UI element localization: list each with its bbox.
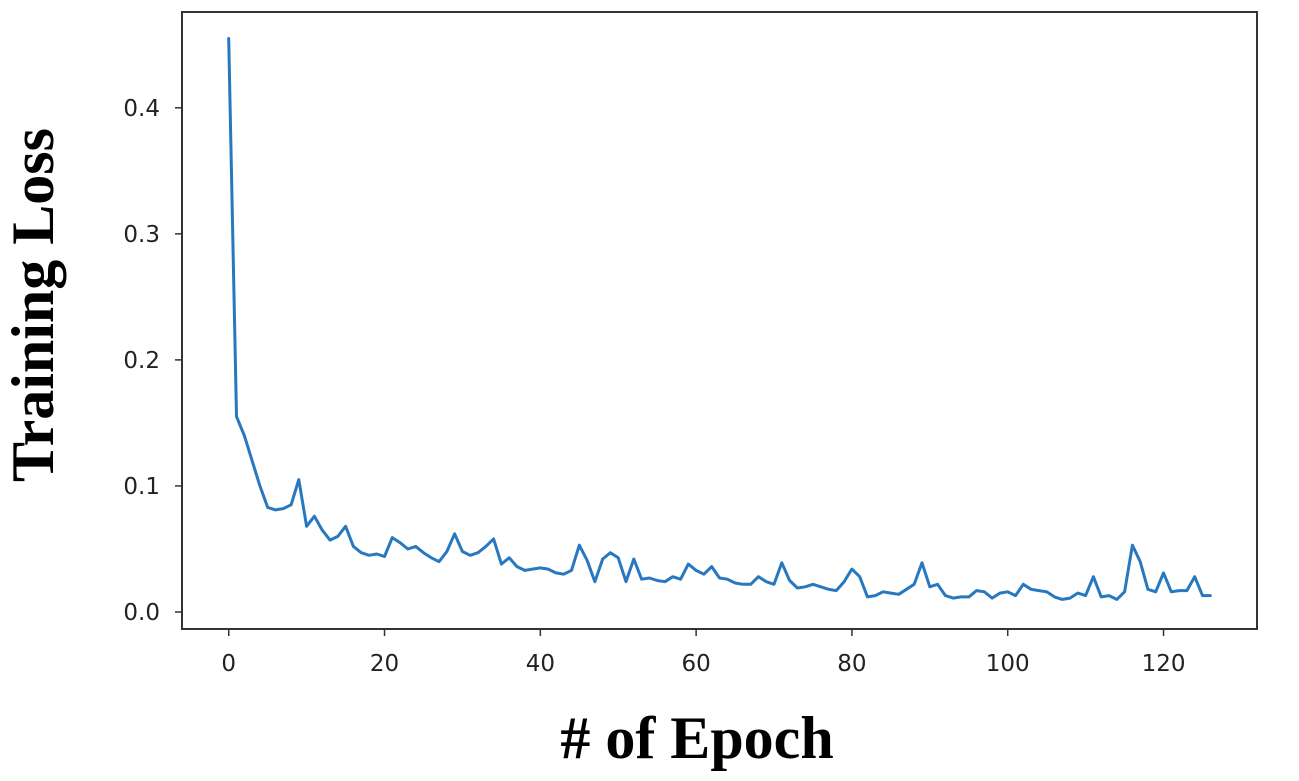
- plot-frame: [181, 11, 1258, 630]
- y-tick-label: 0.3: [123, 222, 160, 248]
- x-tick-label: 120: [1142, 651, 1186, 677]
- y-tick-label: 0.4: [123, 96, 160, 122]
- x-tick-label: 20: [370, 651, 399, 677]
- x-tick-label: 0: [221, 651, 236, 677]
- y-axis-label: Training Loss: [0, 128, 66, 482]
- x-tick-label: 40: [526, 651, 555, 677]
- x-axis-ticks: 0 20 40 60 80 100 120: [221, 629, 1185, 677]
- y-tick-label: 0.1: [123, 474, 160, 500]
- x-tick-label: 80: [837, 651, 866, 677]
- y-tick-label: 0.2: [123, 348, 160, 374]
- y-axis-ticks: 0.0 0.1 0.2 0.3 0.4: [123, 96, 182, 626]
- loss-series-line: [227, 37, 1212, 601]
- x-axis-label: # of Epoch: [560, 705, 833, 771]
- y-tick-label: 0.0: [123, 600, 160, 626]
- x-tick-label: 100: [986, 651, 1030, 677]
- x-tick-label: 60: [681, 651, 710, 677]
